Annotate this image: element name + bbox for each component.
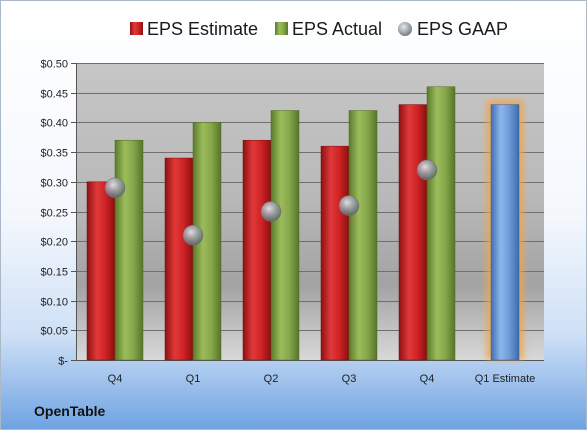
bar-eps-estimate	[242, 139, 272, 361]
x-tick-label: Q4	[420, 373, 435, 385]
y-tick-label: $0.50	[40, 59, 68, 71]
gridlines	[76, 63, 544, 361]
x-axis: Q4 Q1 Q2 Q3 Q4 Q1 Estimate	[108, 373, 536, 385]
legend-label-estimate: EPS Estimate	[147, 19, 258, 39]
y-tick-label: $0.20	[40, 237, 68, 249]
legend-item-estimate: EPS Estimate	[130, 19, 258, 39]
marker-eps-gaap	[338, 195, 360, 216]
legend-swatch-actual	[275, 22, 288, 35]
legend-item-actual: EPS Actual	[275, 19, 382, 39]
bar-eps-estimate	[164, 157, 194, 361]
bar-eps-estimate	[398, 104, 428, 361]
y-tick-label: $0.05	[40, 326, 68, 338]
marker-eps-gaap	[260, 201, 282, 222]
y-tick-label: $0.40	[40, 118, 68, 130]
marker-eps-gaap	[416, 159, 438, 181]
y-tick-label: $0.35	[40, 148, 68, 160]
legend-label-actual: EPS Actual	[292, 19, 382, 39]
y-tick-label: $0.10	[40, 297, 68, 309]
bar-eps-estimate-future	[490, 104, 520, 361]
legend: EPS Estimate EPS Actual EPS GAAP	[130, 19, 508, 39]
legend-label-gaap: EPS GAAP	[417, 19, 508, 39]
legend-marker-gaap	[398, 22, 412, 36]
x-tick-label: Q4	[108, 373, 123, 385]
y-tick-label: $0.15	[40, 267, 68, 279]
marker-eps-gaap	[104, 177, 126, 198]
plot-area	[76, 63, 544, 360]
gaap-markers	[104, 159, 438, 246]
bars	[86, 86, 524, 361]
legend-swatch-estimate	[130, 22, 143, 35]
y-tick-label: $0.45	[40, 89, 68, 101]
y-tick-label: $-	[58, 356, 68, 368]
bar-eps-actual	[426, 86, 456, 361]
bar-eps-actual	[270, 110, 300, 361]
bar-eps-estimate	[86, 181, 116, 361]
company-name: OpenTable	[34, 403, 106, 419]
y-tick-label: $0.25	[40, 208, 68, 220]
marker-eps-gaap	[182, 225, 204, 246]
bar-eps-actual	[114, 139, 144, 361]
bar-eps-actual	[348, 110, 378, 361]
bar-eps-estimate	[320, 145, 350, 361]
x-tick-label: Q3	[342, 373, 357, 385]
x-tick-label: Q1 Estimate	[475, 373, 536, 385]
x-tick-label: Q2	[264, 373, 279, 385]
y-axis: $- $0.05 $0.10 $0.15 $0.20 $0.25 $0.30 $0.35 $0.…	[40, 59, 77, 368]
x-tick-label: Q1	[186, 373, 201, 385]
legend-item-gaap: EPS GAAP	[398, 19, 508, 39]
y-tick-label: $0.30	[40, 178, 68, 190]
